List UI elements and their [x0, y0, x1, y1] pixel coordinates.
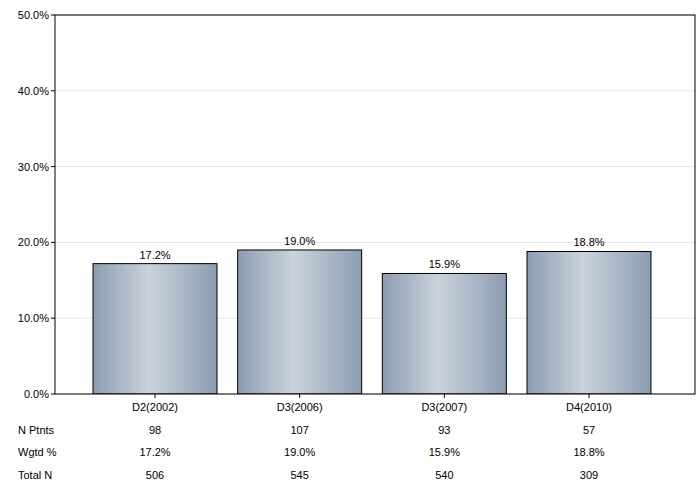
y-tick-label: 40.0% [18, 85, 49, 97]
x-tick [444, 394, 445, 398]
y-tick-label: 0.0% [24, 388, 49, 400]
x-tick [299, 394, 300, 398]
data-label: 18.8% [573, 236, 604, 248]
table-cell: 18.8% [573, 446, 604, 458]
bar [238, 250, 362, 394]
y-tick-label: 10.0% [18, 312, 49, 324]
y-tick [51, 15, 55, 16]
table-cell: 107 [290, 424, 308, 436]
bar [93, 264, 217, 394]
bar [382, 273, 506, 394]
y-tick [51, 318, 55, 319]
table-cell: 17.2% [139, 446, 170, 458]
table-cell: 19.0% [284, 446, 315, 458]
table-row-label: Wgtd % [18, 446, 57, 458]
grid-line [55, 166, 695, 167]
y-tick-label: 30.0% [18, 161, 49, 173]
y-tick [51, 242, 55, 243]
grid-line [55, 90, 695, 91]
y-tick-label: 20.0% [18, 236, 49, 248]
x-tick-label: D3(2006) [277, 401, 323, 413]
chart: 0.0% 10.0% 20.0% 30.0% 40.0% 50.0% 17.2% 19.0% 1… [0, 0, 700, 500]
table-row-label: N Ptnts [18, 424, 55, 436]
table-cell: 98 [149, 424, 161, 436]
chart-root: 0.0% 10.0% 20.0% 30.0% 40.0% 50.0% 17.2% 19.0% 1… [0, 0, 700, 500]
bars [93, 250, 651, 394]
y-tick-label: 50.0% [18, 9, 49, 21]
x-tick-label: D2(2002) [132, 401, 178, 413]
table-cell: 57 [583, 424, 595, 436]
y-tick [51, 90, 55, 91]
y-tick [51, 394, 55, 395]
x-tick [589, 394, 590, 398]
y-tick [51, 166, 55, 167]
data-label: 15.9% [429, 258, 460, 270]
data-label: 19.0% [284, 235, 315, 247]
table-cell: 540 [435, 469, 453, 481]
plot-frame [55, 15, 695, 394]
table-cell: 545 [290, 469, 308, 481]
x-tick [155, 394, 156, 398]
x-tick-label: D4(2010) [566, 401, 612, 413]
table-cell: 309 [580, 469, 598, 481]
x-tick-label: D3(2007) [421, 401, 467, 413]
bar [527, 251, 651, 394]
table-cell: 506 [146, 469, 164, 481]
table-cell: 15.9% [429, 446, 460, 458]
table-cell: 93 [438, 424, 450, 436]
table-row-label: Total N [18, 469, 52, 481]
data-label: 17.2% [139, 249, 170, 261]
